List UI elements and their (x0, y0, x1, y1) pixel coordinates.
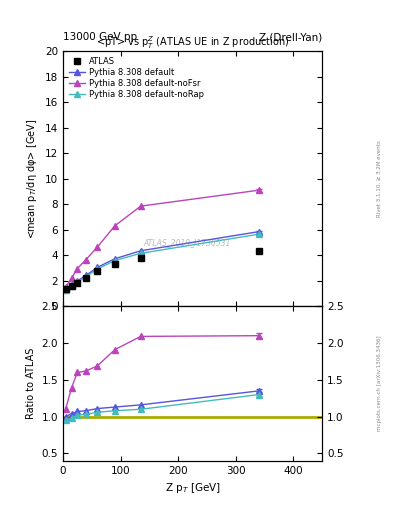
ATLAS (63, 286, 68, 292)
Line: Pythia 8.308 default-noFsr: Pythia 8.308 default-noFsr (62, 187, 262, 290)
X-axis label: Z p$_T$ [GeV]: Z p$_T$ [GeV] (165, 481, 220, 495)
Pythia 8.308 default (75, 278, 80, 284)
ATLAS (95, 268, 100, 274)
Text: ATLAS_2019_I1736531: ATLAS_2019_I1736531 (144, 238, 231, 247)
Pythia 8.308 default (84, 272, 88, 279)
Legend: ATLAS, Pythia 8.308 default, Pythia 8.308 default-noFsr, Pythia 8.308 default-no: ATLAS, Pythia 8.308 default, Pythia 8.30… (67, 55, 206, 101)
Line: ATLAS: ATLAS (62, 248, 262, 292)
ATLAS (69, 283, 74, 289)
Pythia 8.308 default-noFsr (69, 275, 74, 281)
Pythia 8.308 default-noFsr (138, 203, 143, 209)
Line: Pythia 8.308 default: Pythia 8.308 default (62, 228, 262, 292)
Pythia 8.308 default-noRap (138, 250, 143, 257)
ATLAS (75, 280, 80, 286)
Pythia 8.308 default-noFsr (257, 187, 261, 193)
Pythia 8.308 default-noRap (84, 273, 88, 280)
Pythia 8.308 default-noRap (69, 284, 74, 290)
Pythia 8.308 default-noFsr (84, 257, 88, 263)
Pythia 8.308 default (63, 286, 68, 292)
Pythia 8.308 default-noRap (63, 287, 68, 293)
Pythia 8.308 default-noFsr (63, 284, 68, 290)
Pythia 8.308 default (95, 264, 100, 270)
Pythia 8.308 default-noFsr (75, 266, 80, 272)
Line: Pythia 8.308 default-noRap: Pythia 8.308 default-noRap (62, 231, 262, 293)
ATLAS (257, 248, 261, 254)
Text: Z (Drell-Yan): Z (Drell-Yan) (259, 32, 322, 42)
Text: 13000 GeV pp: 13000 GeV pp (63, 32, 137, 42)
ATLAS (84, 274, 88, 281)
Pythia 8.308 default (257, 228, 261, 234)
Pythia 8.308 default-noRap (95, 266, 100, 272)
Y-axis label: Ratio to ATLAS: Ratio to ATLAS (26, 348, 36, 419)
Pythia 8.308 default-noRap (75, 279, 80, 285)
ATLAS (112, 261, 117, 267)
Text: Rivet 3.1.10, ≥ 3.2M events: Rivet 3.1.10, ≥ 3.2M events (377, 140, 382, 217)
Pythia 8.308 default (69, 282, 74, 288)
Pythia 8.308 default-noFsr (95, 244, 100, 250)
Pythia 8.308 default-noRap (112, 258, 117, 264)
Pythia 8.308 default (112, 255, 117, 262)
Y-axis label: <mean p$_T$/dη dφ> [GeV]: <mean p$_T$/dη dφ> [GeV] (25, 119, 39, 239)
ATLAS (138, 255, 143, 262)
Pythia 8.308 default-noRap (257, 231, 261, 237)
Pythia 8.308 default-noFsr (112, 223, 117, 229)
Text: mcplots.cern.ch [arXiv:1306.3436]: mcplots.cern.ch [arXiv:1306.3436] (377, 336, 382, 431)
Title: <pT> vs p$^Z_T$ (ATLAS UE in Z production): <pT> vs p$^Z_T$ (ATLAS UE in Z productio… (96, 34, 289, 51)
Pythia 8.308 default (138, 248, 143, 254)
